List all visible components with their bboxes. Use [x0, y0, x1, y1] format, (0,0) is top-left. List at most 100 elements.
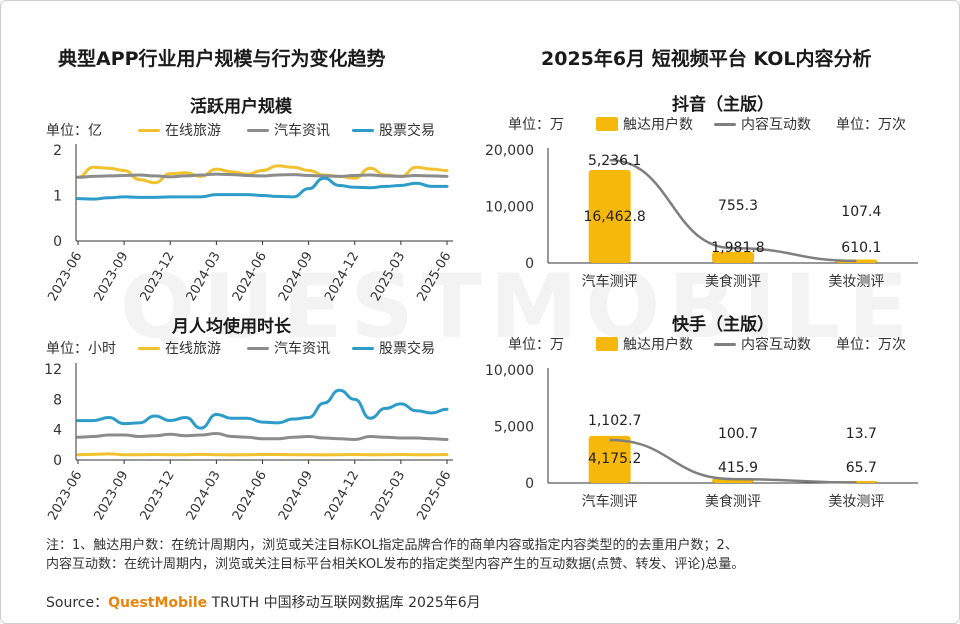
chart1-unit: 单位：亿 [46, 123, 102, 139]
x-tick-label: 2023-12 [138, 469, 178, 524]
watermark: QUESTMOBILE [120, 255, 917, 358]
chart3-right-unit: 单位：万次 [836, 117, 906, 133]
y-tick-label: 1 [53, 189, 62, 205]
line-data-label: 755.3 [718, 198, 758, 214]
bar-data-label: 16,462.8 [583, 209, 645, 225]
x-tick-label: 2023-09 [91, 469, 131, 524]
x-category-label: 汽车测评 [582, 273, 638, 290]
legend-label: 内容互动数 [741, 117, 811, 133]
y-tick-label: 0 [525, 256, 534, 272]
line-data-label: 5,236.1 [588, 153, 641, 169]
legend-item-reach: 触达用户数 [596, 114, 693, 134]
legend-item-auto: 汽车资讯 [247, 120, 330, 140]
line-data-label: 100.7 [718, 426, 758, 442]
x-tick-label: 2023-06 [45, 250, 85, 305]
legend-label: 触达用户数 [623, 337, 693, 353]
legend-swatch [714, 342, 736, 346]
bar-data-label: 1,981.8 [711, 240, 764, 256]
legend-swatch [138, 128, 160, 132]
legend-item-interact: 内容互动数 [714, 114, 811, 134]
series-line-stock [76, 176, 449, 201]
x-tick-label: 2024-06 [230, 469, 270, 524]
x-category-label: 汽车测评 [582, 493, 638, 510]
legend-item-stock: 股票交易 [352, 120, 435, 140]
x-category-label: 美妆测评 [828, 494, 884, 510]
y-tick-label: 10,000 [485, 363, 534, 379]
footnote-line-2: 内容互动数：在统计周期内，浏览或关注目标平台相关KOL发布的指定类型内容产生的互… [46, 557, 745, 572]
left-panel-title: 典型APP行业用户规模与行为变化趋势 [58, 48, 386, 70]
y-tick-label: 5,000 [494, 420, 534, 436]
legend-swatch [596, 117, 618, 131]
x-tick-label: 2023-12 [138, 250, 178, 305]
bar-1 [588, 169, 631, 263]
legend-label: 在线旅游 [165, 341, 221, 357]
y-tick-label: 12 [44, 362, 62, 378]
x-tick-label: 2023-09 [91, 250, 131, 305]
series-line-travel [76, 452, 449, 457]
source-brand: QuestMobile [108, 595, 208, 611]
x-category-label: 美妆测评 [828, 274, 884, 290]
legend-item-interact: 内容互动数 [714, 334, 811, 354]
chart4-right-unit: 单位：万次 [836, 337, 906, 353]
x-tick-label: 2024-12 [322, 469, 362, 524]
chart1-title: 活跃用户规模 [190, 97, 292, 117]
y-tick-label: 2 [53, 143, 62, 159]
source-line: Source：QuestMobile TRUTH 中国移动互联网数据库 2025… [46, 592, 481, 612]
legend-label: 内容互动数 [741, 337, 811, 353]
x-tick-label: 2025-03 [368, 250, 408, 305]
legend-swatch [352, 346, 374, 350]
bar-data-label: 610.1 [841, 240, 881, 256]
line-data-label: 13.7 [846, 426, 877, 442]
x-tick-label: 2024-03 [184, 469, 224, 524]
y-tick-label: 20,000 [485, 143, 534, 159]
chart3-left-unit: 单位：万 [508, 117, 564, 133]
legend-item-stock: 股票交易 [352, 338, 435, 358]
line-data-label: 107.4 [841, 204, 881, 220]
right-panel-title: 2025年6月 短视频平台 KOL内容分析 [541, 48, 872, 70]
x-category-label: 美食测评 [705, 493, 761, 510]
x-tick-label: 2024-06 [230, 250, 270, 305]
x-tick-label: 2025-06 [414, 250, 454, 305]
legend-item-reach: 触达用户数 [596, 334, 693, 354]
chart4-title: 快手（主版） [672, 315, 774, 335]
legend-swatch [714, 122, 736, 126]
legend-item-travel: 在线旅游 [138, 120, 221, 140]
bar-data-label: 415.9 [718, 460, 758, 476]
series-line-stock [76, 388, 449, 430]
y-tick-label: 0 [525, 476, 534, 492]
x-tick-label: 2024-09 [276, 469, 316, 524]
interaction-line [609, 438, 857, 484]
y-tick-label: 10,000 [485, 200, 534, 216]
y-tick-label: 8 [53, 392, 62, 408]
interaction-line [609, 158, 857, 263]
y-tick-label: 0 [53, 234, 62, 250]
bar-2 [712, 251, 754, 263]
legend-label: 在线旅游 [165, 123, 221, 139]
legend-label: 汽车资讯 [274, 341, 330, 357]
x-tick-label: 2024-09 [276, 250, 316, 305]
legend-label: 股票交易 [379, 341, 435, 357]
footnote-line-1: 注：1、触达用户数：在统计周期内，浏览或关注目标KOL指定品牌合作的商单内容或指… [46, 538, 738, 553]
chart4-left-unit: 单位：万 [508, 337, 564, 353]
source-text: TRUTH 中国移动互联网数据库 2025年6月 [207, 595, 481, 611]
x-tick-label: 2024-12 [322, 250, 362, 305]
y-tick-label: 4 [53, 423, 62, 439]
legend-label: 股票交易 [379, 123, 435, 139]
x-tick-label: 2023-06 [45, 469, 85, 524]
bar-data-label: 65.7 [846, 460, 877, 476]
series-line-auto [76, 431, 449, 442]
y-tick-label: 0 [53, 453, 62, 469]
legend-label: 触达用户数 [623, 117, 693, 133]
legend-swatch [596, 337, 618, 351]
x-category-label: 美食测评 [705, 273, 761, 290]
legend-swatch [352, 128, 374, 132]
chart2-unit: 单位：小时 [46, 341, 116, 357]
legend-item-auto: 汽车资讯 [247, 338, 330, 358]
x-tick-label: 2025-06 [414, 469, 454, 524]
legend-swatch [247, 346, 269, 350]
chart3-title: 抖音（主版） [672, 95, 774, 115]
bar-1 [588, 435, 631, 483]
legend-swatch [138, 346, 160, 350]
series-line-auto [76, 172, 449, 179]
